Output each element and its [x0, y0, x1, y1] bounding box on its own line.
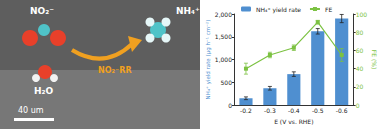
svg-text:20: 20 — [356, 83, 364, 90]
svg-text:-0.5: -0.5 — [312, 107, 324, 114]
svg-text:NO₂⁻RR: NO₂⁻RR — [98, 66, 132, 75]
svg-text:-0.4: -0.4 — [288, 107, 300, 114]
svg-text:0: 0 — [356, 102, 360, 109]
svg-text:100: 100 — [356, 11, 368, 18]
svg-text:2,000: 2,000 — [215, 11, 232, 18]
svg-text:60: 60 — [356, 47, 364, 54]
svg-text:500: 500 — [221, 79, 233, 86]
svg-text:FE (%): FE (%) — [371, 50, 378, 70]
svg-text:NO₂⁻: NO₂⁻ — [30, 6, 54, 16]
svg-text:40: 40 — [356, 65, 364, 72]
svg-text:E (V vs. RHE): E (V vs. RHE) — [274, 118, 313, 125]
svg-text:FE: FE — [325, 6, 332, 13]
svg-text:H₂O: H₂O — [34, 86, 53, 96]
svg-text:0: 0 — [228, 102, 232, 109]
svg-text:40 um: 40 um — [18, 106, 44, 115]
svg-text:1,500: 1,500 — [215, 33, 232, 40]
svg-text:-0.6: -0.6 — [336, 107, 348, 114]
svg-text:NH₄⁺ yield rate (μg h⁻¹ cm⁻²): NH₄⁺ yield rate (μg h⁻¹ cm⁻²) — [205, 20, 212, 100]
svg-text:80: 80 — [356, 29, 364, 36]
svg-text:-0.3: -0.3 — [264, 107, 276, 114]
svg-text:NH₄⁺: NH₄⁺ — [176, 6, 200, 16]
svg-text:1,000: 1,000 — [215, 56, 232, 63]
svg-text:NH₄⁺ yield rate: NH₄⁺ yield rate — [256, 6, 301, 14]
svg-text:-0.2: -0.2 — [240, 107, 252, 114]
